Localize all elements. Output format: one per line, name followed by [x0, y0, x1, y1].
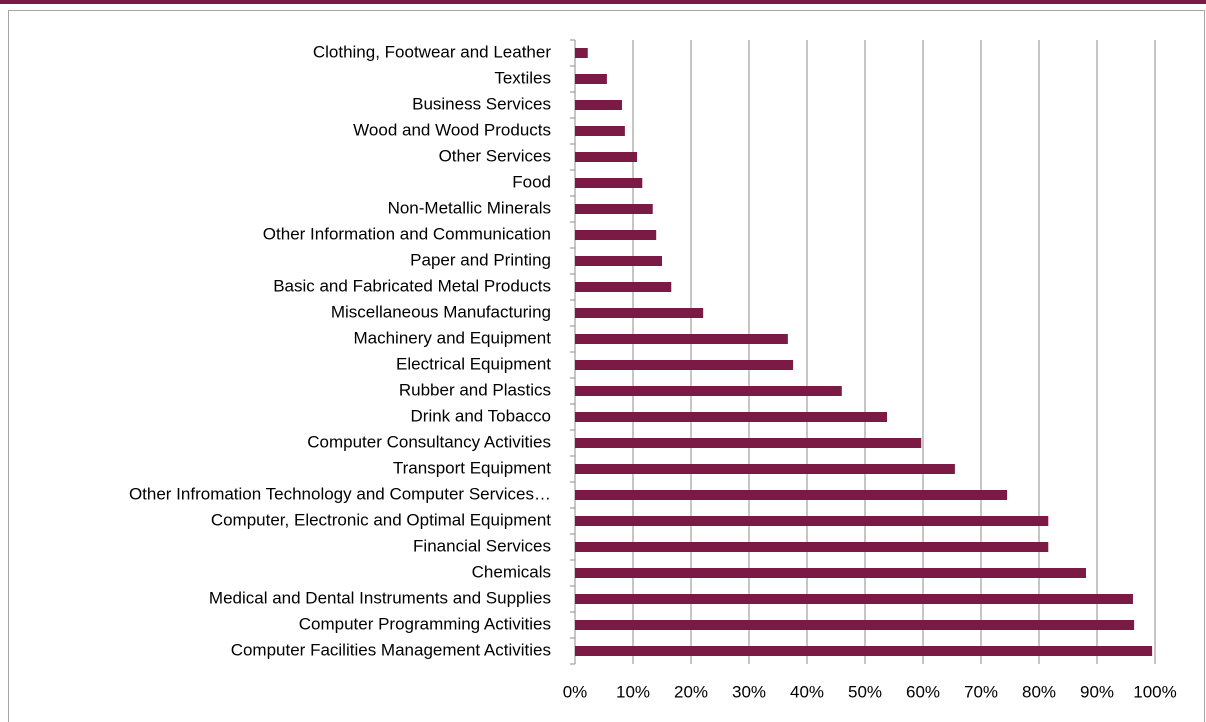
y-tick-label: Other Infromation Technology and Compute…: [129, 484, 551, 503]
y-tick-label: Medical and Dental Instruments and Suppl…: [209, 588, 551, 607]
x-tick-label: 0%: [563, 682, 588, 701]
y-tick-label: Food: [512, 172, 551, 191]
bar: [575, 204, 653, 214]
bar: [575, 178, 643, 188]
x-tick-label: 70%: [964, 682, 998, 701]
bar: [575, 386, 842, 396]
bar: [575, 568, 1086, 578]
bar: [575, 230, 657, 240]
y-tick-label: Computer Programming Activities: [299, 614, 551, 633]
bar: [575, 48, 588, 58]
bar: [575, 464, 955, 474]
x-tick-label: 20%: [674, 682, 708, 701]
bar: [575, 256, 662, 266]
bar: [575, 438, 922, 448]
bar: [575, 542, 1049, 552]
bar: [575, 152, 638, 162]
x-tick-label: 80%: [1022, 682, 1056, 701]
y-tick-label: Drink and Tobacco: [411, 406, 552, 425]
y-tick-label: Rubber and Plastics: [399, 380, 551, 399]
y-tick-label: Paper and Printing: [410, 250, 551, 269]
bar: [575, 412, 888, 422]
y-tick-label: Non-Metallic Minerals: [388, 198, 551, 217]
x-tick-label: 90%: [1080, 682, 1114, 701]
bar: [575, 282, 672, 292]
frame: [8, 10, 1205, 722]
y-tick-label: Computer Facilities Management Activitie…: [231, 640, 551, 659]
y-tick-label: Electrical Equipment: [396, 354, 551, 373]
x-tick-label: 30%: [732, 682, 766, 701]
bar: [575, 308, 704, 318]
bar: [575, 516, 1049, 526]
x-tick-label: 50%: [848, 682, 882, 701]
bar: [575, 620, 1135, 630]
y-tick-label: Chemicals: [472, 562, 551, 581]
y-tick-label: Other Services: [439, 146, 551, 165]
y-tick-label: Basic and Fabricated Metal Products: [273, 276, 551, 295]
y-tick-label: Clothing, Footwear and Leather: [313, 42, 551, 61]
bar: [575, 100, 622, 110]
y-tick-label: Business Services: [412, 94, 551, 113]
top-bar: [0, 0, 1206, 4]
bar: [575, 646, 1153, 656]
x-tick-label: 40%: [790, 682, 824, 701]
bar: [575, 334, 788, 344]
y-tick-label: Transport Equipment: [393, 458, 551, 477]
y-tick-label: Textiles: [494, 68, 551, 87]
y-tick-label: Machinery and Equipment: [353, 328, 551, 347]
y-tick-label: Computer Consultancy Activities: [307, 432, 551, 451]
x-tick-label: 10%: [616, 682, 650, 701]
y-tick-label: Financial Services: [413, 536, 551, 555]
bar: [575, 360, 794, 370]
bar: [575, 594, 1133, 604]
y-tick-label: Computer, Electronic and Optimal Equipme…: [211, 510, 551, 529]
bar: [575, 74, 607, 84]
bar: [575, 490, 1008, 500]
bar: [575, 126, 625, 136]
y-tick-label: Miscellaneous Manufacturing: [331, 302, 551, 321]
y-tick-label: Other Information and Communication: [263, 224, 551, 243]
x-tick-label: 60%: [906, 682, 940, 701]
x-tick-label: 100%: [1133, 682, 1176, 701]
y-tick-label: Wood and Wood Products: [353, 120, 551, 139]
